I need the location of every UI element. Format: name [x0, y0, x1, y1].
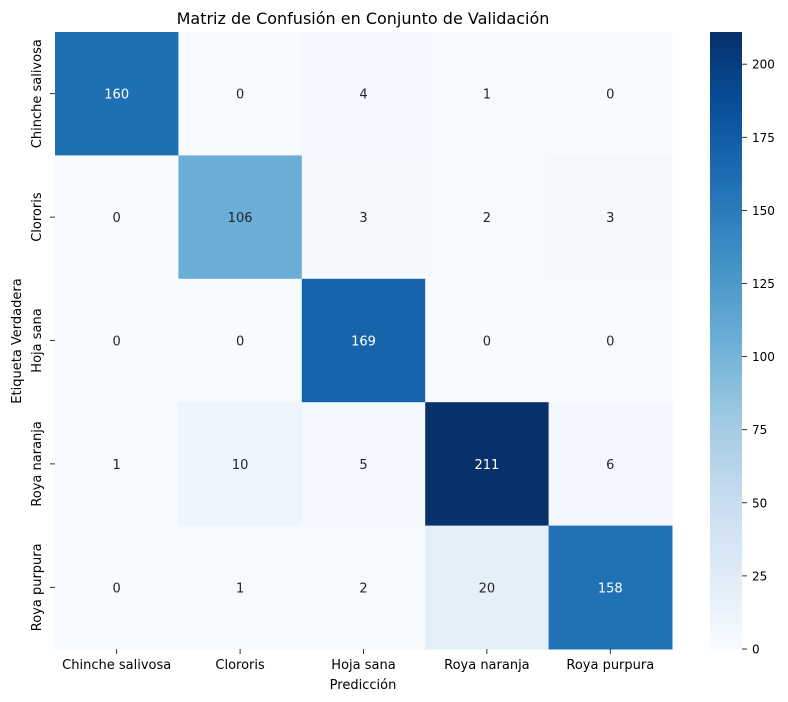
heatmap-cell — [548, 402, 673, 527]
colorbar-tick-label: 25 — [752, 569, 767, 583]
heatmap-cell — [55, 32, 179, 156]
cell-value-label: 1 — [236, 581, 244, 596]
chart-title: Matriz de Confusión en Conjunto de Valid… — [177, 9, 550, 28]
heatmap-cells — [55, 32, 673, 650]
colorbar-tick-label: 50 — [752, 496, 767, 510]
heatmap-cell — [425, 155, 550, 280]
heatmap-cell — [178, 32, 303, 156]
colorbar-tick-label: 175 — [752, 131, 775, 145]
cell-value-label: 169 — [351, 335, 376, 350]
y-tick-label: Roya purpura — [30, 543, 45, 631]
x-axis-ticks: Chinche salivosa Clororis Hoja sana Roya na… — [62, 649, 654, 673]
colorbar-tick-label: 125 — [752, 277, 775, 291]
cell-value-label: 211 — [474, 458, 499, 473]
x-tick-label: Roya purpura — [566, 658, 654, 673]
cell-value-label: 2 — [359, 581, 367, 596]
y-tick-label: Clororis — [30, 192, 45, 242]
heatmap-cell — [548, 278, 673, 403]
colorbar-tick-label: 150 — [752, 204, 775, 218]
cell-value-label: 0 — [606, 335, 614, 350]
heatmap-cell — [178, 278, 303, 403]
colorbar-tick-label: 100 — [752, 350, 775, 364]
heatmap-cell — [55, 155, 179, 280]
colorbar-ticks: 0 25 50 75 100 125 150 175 200 — [742, 58, 775, 657]
heatmap-cell — [425, 278, 550, 403]
cell-value-label: 5 — [359, 458, 367, 473]
x-tick-label: Chinche salivosa — [62, 658, 171, 673]
heatmap-cell — [425, 32, 550, 156]
heatmap-cell — [55, 402, 179, 527]
heatmap-cell — [301, 278, 426, 403]
colorbar-tick-label: 200 — [752, 58, 775, 72]
cell-value-label: 10 — [232, 458, 249, 473]
x-tick-label: Roya naranja — [444, 658, 530, 673]
y-tick-label: Hoja sana — [30, 308, 45, 372]
heatmap-cell — [178, 525, 303, 650]
cell-value-label: 4 — [359, 88, 367, 103]
cell-value-label: 0 — [606, 88, 614, 103]
heatmap-cell — [425, 525, 550, 650]
cell-value-label: 1 — [483, 88, 491, 103]
cell-value-label: 3 — [606, 211, 614, 226]
cell-value-label: 0 — [113, 581, 121, 596]
cell-annotations: 160 0 4 1 00 106 3 2 30 0 169 0 01 10 5 211 60 1 2 20 158 — [104, 88, 622, 597]
colorbar-tick-label: 0 — [752, 643, 760, 657]
heatmap-cell — [301, 155, 426, 280]
x-tick-label: Clororis — [215, 658, 265, 673]
x-tick-label: Hoja sana — [331, 658, 395, 673]
heatmap-cell — [55, 525, 179, 650]
heatmap-cell — [178, 155, 303, 280]
y-tick-label: Roya naranja — [30, 421, 45, 507]
y-axis-label: Etiqueta Verdadera — [10, 278, 25, 403]
colorbar — [710, 32, 742, 649]
cell-value-label: 0 — [236, 88, 244, 103]
y-axis-ticks: Chinche salivosa Clororis Hoja sana Roya na… — [30, 39, 55, 631]
cell-value-label: 20 — [479, 581, 496, 596]
x-axis-label: Predicción — [330, 678, 397, 693]
heatmap-cell — [548, 32, 673, 156]
cell-value-label: 2 — [483, 211, 491, 226]
cell-value-label: 0 — [483, 335, 491, 350]
cell-value-label: 160 — [104, 88, 129, 103]
y-tick-label: Chinche salivosa — [30, 39, 45, 148]
heatmap-cell — [301, 402, 426, 527]
heatmap-cell — [548, 155, 673, 280]
heatmap-cell — [178, 402, 303, 527]
cell-value-label: 0 — [113, 211, 121, 226]
heatmap-cell — [425, 402, 550, 527]
cell-value-label: 1 — [113, 458, 121, 473]
cell-value-label: 0 — [236, 335, 244, 350]
heatmap-cell — [301, 32, 426, 156]
cell-value-label: 3 — [359, 211, 367, 226]
colorbar-tick-label: 75 — [752, 423, 767, 437]
heatmap-cell — [55, 278, 179, 403]
cell-value-label: 0 — [113, 335, 121, 350]
cell-value-label: 158 — [598, 581, 623, 596]
heatmap-cell — [301, 525, 426, 650]
cell-value-label: 6 — [606, 458, 614, 473]
cell-value-label: 106 — [228, 211, 253, 226]
heatmap-cell — [548, 525, 673, 650]
